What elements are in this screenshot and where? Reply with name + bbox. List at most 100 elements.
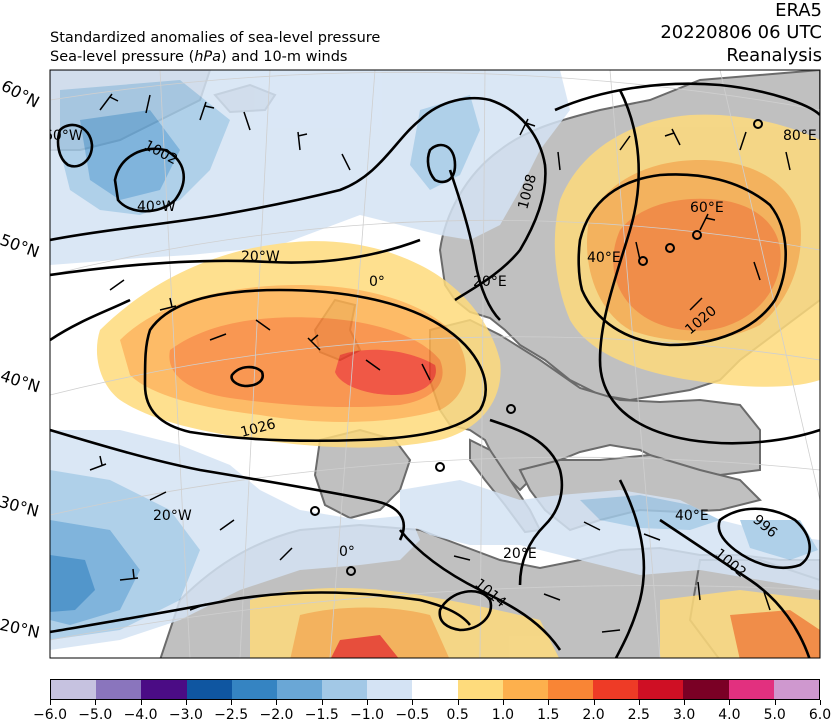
- colorbar-tick-label: 2.5: [627, 707, 650, 723]
- wind-barb: [643, 533, 661, 541]
- isobar-1002-se: [659, 518, 811, 658]
- station-circle: [665, 243, 675, 253]
- station-circle: [346, 566, 356, 576]
- isobar-east-2: [614, 479, 646, 658]
- colorbar-tick: [684, 700, 686, 705]
- station-circle: [638, 256, 648, 266]
- parallel-60n: [50, 71, 820, 111]
- colorbar-segment: [502, 680, 548, 699]
- wind-barb: [149, 491, 167, 501]
- colorbar-segment: [773, 680, 819, 699]
- wind-barb: [601, 629, 621, 633]
- colorbar-segment: [322, 680, 368, 699]
- colorbar-tick: [593, 700, 595, 705]
- datetime-label: 20220806 06 UTC: [660, 22, 822, 43]
- lon-label: 40°E: [675, 508, 709, 524]
- isobar-1014-russia: [554, 82, 820, 116]
- wind-barb: [99, 93, 119, 111]
- wind-barb: [739, 131, 747, 151]
- isobar-1020-azores: [50, 298, 406, 541]
- wind-barb: [255, 319, 271, 331]
- wind-barb: [697, 581, 701, 601]
- colorbar-tick-label: 4.0: [718, 707, 741, 723]
- colorbar-tick: [50, 700, 51, 705]
- anomaly-layer: [50, 70, 820, 658]
- station-circle: [753, 119, 763, 129]
- colorbar-segment: [96, 680, 142, 699]
- map-frame: [49, 69, 821, 659]
- map-title-line2: Sea-level pressure (hPa) and 10-m winds: [50, 49, 348, 65]
- lon-label: 40°E: [587, 250, 621, 266]
- station-circle: [310, 506, 320, 516]
- colorbar-tick-label: −2.0: [259, 707, 294, 723]
- wind-barb: [159, 297, 177, 311]
- colorbar-tick: [276, 700, 278, 705]
- wind-barb: [199, 101, 215, 121]
- isobar-1002-scand: [426, 143, 457, 184]
- wind-barb: [145, 94, 151, 114]
- colorbar-segment: [683, 680, 729, 699]
- isobar-north-1008: [50, 96, 547, 302]
- colorbar-tick: [140, 700, 142, 705]
- wind-barb: [219, 519, 235, 531]
- wind-barb: [189, 603, 207, 611]
- isobar-layer: [50, 82, 820, 658]
- map-title-line1: Standardized anomalies of sea-level pres…: [50, 30, 381, 46]
- pos-anom-se-2: [730, 610, 820, 658]
- meridian-0: [329, 70, 376, 658]
- lon-label-layer: 60°W 40°W 20°W 0° 20°E 40°E 60°E 80°E 20…: [50, 128, 817, 562]
- colorbar-segment: [547, 680, 594, 699]
- pos-anom-africa-2: [290, 607, 450, 658]
- wind-barb: [109, 279, 125, 291]
- wind-barb: [753, 261, 761, 281]
- colorbar-tick: [548, 700, 550, 705]
- wind-barb: [583, 521, 601, 531]
- graticule: [50, 70, 820, 658]
- colorbar-tick: [367, 700, 369, 705]
- isobar-med: [489, 418, 564, 586]
- isobar-996: [717, 507, 811, 569]
- wind-barb: [785, 151, 791, 171]
- dataset-name: ERA5: [775, 0, 822, 21]
- colorbar-tick: [638, 700, 640, 705]
- colorbar-tick: [321, 700, 323, 705]
- colorbar-segment: [412, 680, 458, 699]
- meridian-20w: [239, 70, 271, 658]
- neg-anom-med-2: [580, 495, 720, 530]
- colorbar-segment: [593, 680, 639, 699]
- colorbar-tick: [774, 700, 776, 705]
- isobar-1014-south: [398, 529, 562, 651]
- isobar-north-sea: [448, 169, 501, 321]
- isobar-africa-low: [438, 590, 493, 632]
- wind-barb: [619, 135, 631, 151]
- wind-barb: [519, 118, 536, 136]
- colorbar-tick: [457, 700, 459, 705]
- parallel-30n: [50, 456, 820, 516]
- isobar-africa: [50, 591, 472, 634]
- lon-label: 60°E: [690, 200, 724, 216]
- meridian-20e: [479, 70, 486, 658]
- colorbar-segment: [231, 680, 277, 699]
- isobar-60w-low: [56, 123, 94, 168]
- colorbar-ticks: −6.0 −5.0 −4.0 −3.0 −2.5 −2.0 −1.5 −1.0 −0.5 0.5 1…: [33, 700, 831, 724]
- station-circle: [435, 462, 445, 472]
- lon-label: 20°E: [503, 546, 537, 562]
- wind-barb: [421, 363, 431, 381]
- colorbar-tick-label: 2.0: [582, 707, 605, 723]
- wind-barb: [209, 333, 227, 341]
- parallel-40n: [50, 336, 820, 396]
- colorbar-segment: [141, 680, 187, 699]
- wind-barb: [243, 111, 251, 131]
- colorbar-tick-label: 1.5: [537, 707, 560, 723]
- colorbar-tick: [502, 700, 504, 705]
- wind-barb: [689, 297, 703, 311]
- isobar-1002-low: [113, 147, 185, 213]
- wind-barb: [635, 241, 641, 261]
- lon-label: 0°: [369, 274, 385, 290]
- wind-barb: [119, 568, 139, 581]
- station-circles: [310, 119, 763, 576]
- wind-barb: [279, 547, 293, 561]
- wind-barb: [297, 131, 308, 151]
- colorbar-tick: [185, 700, 187, 705]
- colorbar-tick: [729, 700, 731, 705]
